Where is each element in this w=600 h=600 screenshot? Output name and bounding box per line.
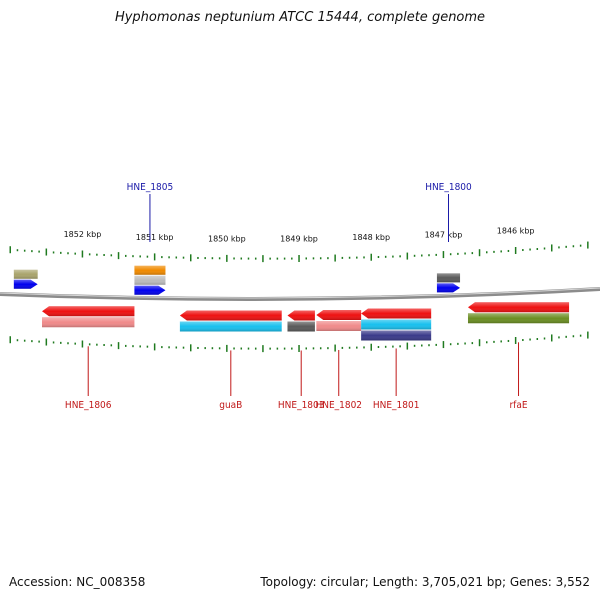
gene-features <box>13 265 570 341</box>
gene-feature-shade <box>361 330 432 341</box>
genome-summary: Topology: circular; Length: 3,705,021 bp… <box>260 575 590 589</box>
gene-feature-shade <box>134 285 166 295</box>
gene-feature-shade <box>467 313 570 324</box>
gene-feature-shade <box>134 265 166 275</box>
gene-feature-shade <box>179 310 282 321</box>
gene-feature-shade <box>179 321 282 332</box>
gene-feature-shade <box>316 320 362 331</box>
gene-label-f10[interactable]: guaB <box>219 400 242 411</box>
gene-feature-shade <box>42 306 135 317</box>
genome-backbone <box>0 287 600 301</box>
gene-label-f7[interactable]: HNE_1800 <box>425 182 472 193</box>
gene-label-f14[interactable]: HNE_1802 <box>315 400 362 411</box>
scale-label: 1847 kbp <box>425 231 463 240</box>
gene-label-f19[interactable]: rfaE <box>509 400 527 411</box>
scale-label: 1851 kbp <box>136 233 174 242</box>
scale-label: 1850 kbp <box>208 234 246 243</box>
gene-feature-shade <box>13 269 38 279</box>
page-title: Hyphomonas neptunium ATCC 15444, complet… <box>114 10 486 25</box>
gene-feature-shade <box>42 317 135 328</box>
genome-backbone-highlight <box>0 287 600 299</box>
gene-feature-shade <box>467 302 570 313</box>
gene-feature-shade <box>361 319 432 330</box>
gene-feature-shade <box>361 308 432 319</box>
gene-feature-shade <box>316 309 362 320</box>
scale-label: 1848 kbp <box>352 233 390 242</box>
gene-label-f8[interactable]: HNE_1806 <box>65 400 112 411</box>
gene-label-f12[interactable]: HNE_1803 <box>278 400 325 411</box>
gene-label-f5[interactable]: HNE_1805 <box>127 182 174 193</box>
scale-label: 1846 kbp <box>497 227 535 236</box>
gene-label-f16[interactable]: HNE_1801 <box>373 400 420 411</box>
scale-label: 1852 kbp <box>64 230 102 239</box>
gene-feature-shade <box>134 275 166 285</box>
gene-feature-shade <box>287 310 315 321</box>
gene-feature-shade <box>287 321 315 332</box>
accession-text: Accession: NC_008358 <box>9 575 146 589</box>
gene-feature-shade <box>13 279 38 289</box>
gene-feature-shade <box>436 273 461 283</box>
gene-feature-shade <box>436 283 461 293</box>
scale-ticks: 1852 kbp 1851 kbp 1850 kbp 1849 kbp 1848 kbp… <box>9 227 589 353</box>
scale-label: 1849 kbp <box>280 235 318 244</box>
